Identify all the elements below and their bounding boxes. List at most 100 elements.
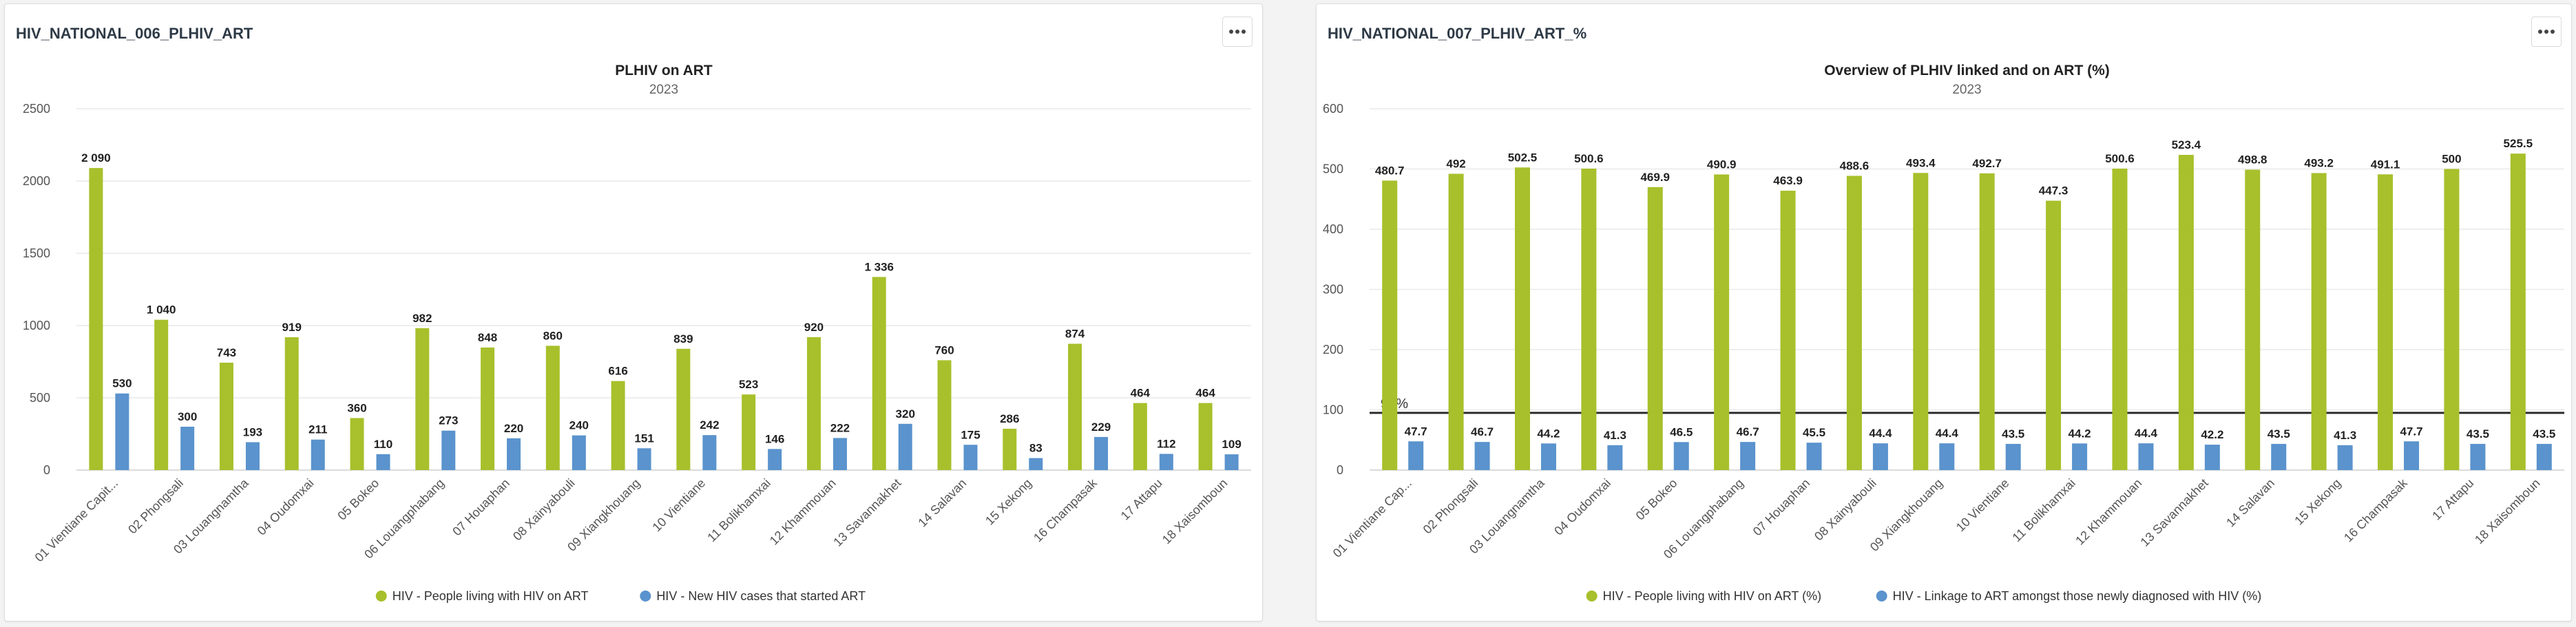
data-label: 500: [2442, 153, 2461, 166]
legend-item-blue: HIV - New HIV cases that started ART: [640, 589, 866, 603]
data-label: 500.6: [1574, 152, 1604, 165]
x-tick-label: 03 Louangnamtha: [1467, 476, 1547, 556]
data-label: 44.4: [1869, 427, 1892, 440]
data-label: 320: [896, 407, 915, 421]
data-label: 44.4: [2135, 427, 2158, 440]
data-label: 44.2: [1537, 427, 1560, 440]
chart-subtitle: 2023: [649, 83, 678, 97]
x-tick-label: 18 Xaisomboun: [2472, 476, 2543, 547]
data-label: 480.7: [1375, 164, 1405, 177]
bar-blue: [1740, 442, 1756, 470]
legend-marker-icon: [1876, 591, 1887, 602]
y-tick-label: 500: [1323, 162, 1343, 176]
bar-blue: [441, 430, 456, 470]
legend-label: HIV - Linkage to ART amongst those newly…: [1893, 589, 2262, 603]
data-label: 146: [765, 432, 784, 445]
x-tick-label: 04 Oudomxai: [1551, 476, 1613, 538]
legend-item-green: HIV - People living with HIV on ART (%): [1586, 589, 1821, 603]
bar-blue: [2337, 445, 2353, 470]
data-label: 175: [961, 428, 980, 441]
x-tick-label: 17 Attapu: [2429, 476, 2476, 523]
chart-subtitle: 2023: [1952, 83, 1981, 97]
bar-green: [2444, 169, 2460, 470]
bar-green: [1003, 428, 1017, 470]
data-label: 43.5: [2268, 427, 2290, 440]
bar-blue: [2271, 443, 2287, 470]
chart-plhiv-on-art: PLHIV on ART 2023 0 500 1000 1500 2000 2500 2 09…: [23, 63, 1251, 603]
legend-marker-icon: [1586, 591, 1598, 602]
data-label: 1 040: [147, 304, 176, 317]
y-tick-label: 300: [1323, 283, 1343, 297]
bar-green: [1581, 168, 1597, 470]
data-label: 47.7: [1405, 425, 1427, 438]
bar-blue: [2470, 443, 2486, 470]
bar-green: [2311, 173, 2327, 470]
data-label: 469.9: [1640, 171, 1670, 184]
data-label: 110: [374, 438, 392, 451]
y-tick-label: 1000: [23, 319, 50, 332]
data-label: 222: [830, 421, 850, 434]
data-label: 240: [569, 419, 589, 432]
bar-blue: [2072, 443, 2088, 470]
x-tick-label: 14 Salavan: [915, 476, 969, 530]
y-tick-label: 1500: [23, 246, 50, 260]
y-tick-label: 0: [1337, 463, 1343, 477]
bar-green: [806, 337, 821, 470]
bar-blue: [2005, 443, 2021, 470]
y-tick-label: 2500: [23, 102, 50, 116]
x-tick-label: 09 Xiangkhouang: [1867, 476, 1945, 554]
more-horizontal-icon: [2538, 30, 2555, 34]
data-label: 498.8: [2238, 153, 2268, 167]
data-label: 112: [1157, 437, 1175, 450]
y-tick-label: 200: [1323, 343, 1343, 357]
x-tick-label: 08 Xainyabouli: [510, 476, 578, 544]
data-label: 492: [1446, 158, 1465, 171]
bar-blue: [1094, 436, 1109, 470]
bar-blue: [1159, 454, 1173, 470]
bar-blue: [2138, 443, 2154, 470]
y-tick-label: 500: [30, 391, 50, 405]
data-label: 525.5: [2504, 137, 2533, 150]
legend-item-green: HIV - People living with HIV on ART: [375, 589, 589, 603]
more-options-button[interactable]: [1222, 17, 1253, 47]
x-tick-label: 18 Xaisomboun: [1160, 476, 1231, 547]
bar-green: [1514, 167, 1530, 470]
data-label: 109: [1222, 438, 1241, 451]
chart-panel-plhiv-on-art: HIV_NATIONAL_006_PLHIV_ART PLHIV on ART 2…: [4, 3, 1263, 621]
y-tick-label: 0: [43, 463, 50, 477]
data-label: 45.5: [1803, 426, 1825, 439]
more-options-button[interactable]: [2531, 17, 2562, 47]
bar-green: [676, 348, 691, 470]
data-label: 83: [1029, 442, 1043, 455]
bar-blue: [1872, 443, 1888, 470]
bar-blue: [1408, 441, 1424, 470]
data-label: 42.2: [2201, 428, 2223, 441]
bar-green: [872, 277, 886, 470]
x-tick-label: 02 Phongsali: [1421, 476, 1481, 537]
data-label: 43.5: [2002, 427, 2024, 440]
bar-green: [1647, 187, 1663, 470]
bar-blue: [572, 435, 586, 470]
data-label: 500.6: [2105, 152, 2135, 165]
bar-blue: [1029, 458, 1043, 470]
bar-blue: [245, 442, 260, 470]
y-tick-label: 100: [1323, 403, 1343, 417]
data-label: 286: [1000, 412, 1019, 425]
x-tick-label: 01 Vientiane Capit...: [32, 476, 121, 565]
bar-green: [1979, 173, 1995, 470]
data-label: 982: [412, 312, 432, 325]
panel-title: HIV_NATIONAL_006_PLHIV_ART: [16, 25, 253, 42]
bar-green: [611, 381, 625, 470]
data-label: 616: [608, 365, 627, 378]
bar-green: [284, 337, 299, 470]
bar-green: [1846, 176, 1862, 470]
data-label: 860: [543, 329, 563, 342]
bar-green: [481, 347, 495, 470]
data-label: 848: [478, 331, 497, 344]
bar-blue: [1540, 443, 1556, 470]
x-tick-label: 14 Salavan: [2223, 476, 2277, 530]
data-label: 463.9: [1773, 174, 1803, 187]
chart-title: Overview of PLHIV linked and on ART (%): [1824, 63, 2110, 78]
x-tick-label: 10 Vientiane: [1954, 476, 2012, 535]
y-tick-label: 600: [1323, 102, 1343, 116]
